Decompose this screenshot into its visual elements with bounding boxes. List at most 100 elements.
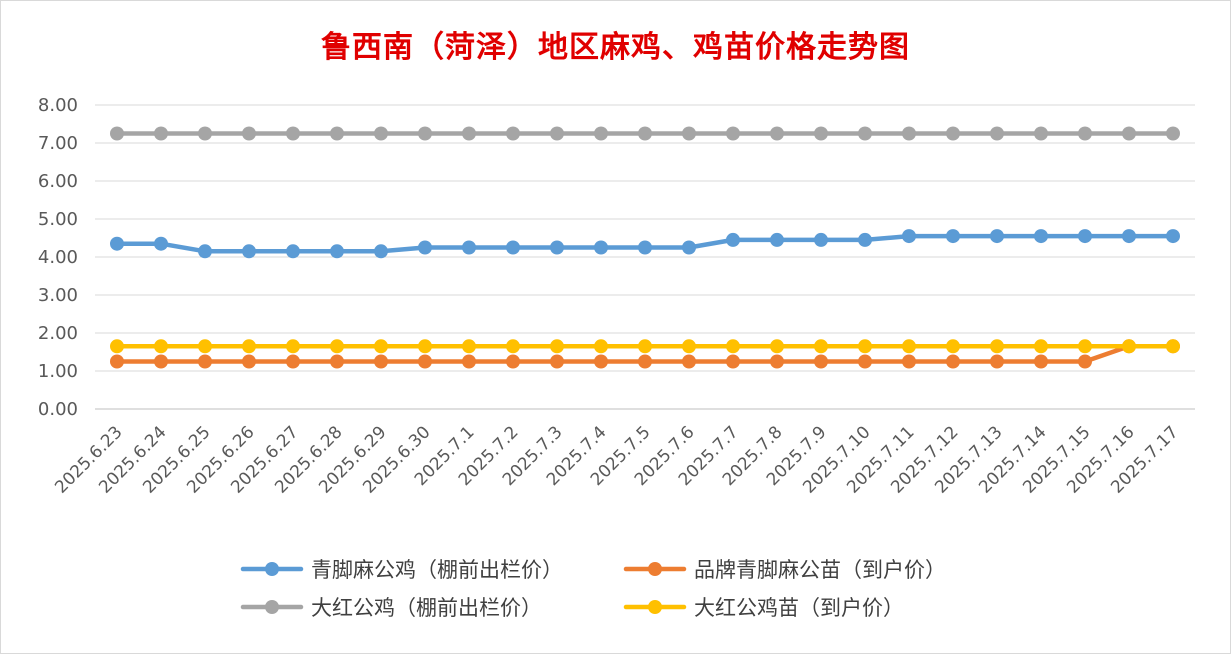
data-point: [198, 354, 212, 369]
series-lines: [110, 126, 1180, 369]
data-point: [374, 354, 388, 369]
data-point: [1078, 229, 1092, 244]
y-tick-label: 1.00: [38, 361, 78, 382]
data-point: [946, 229, 960, 244]
series-3: [110, 339, 1180, 354]
data-point: [770, 126, 784, 141]
data-point: [814, 339, 828, 354]
data-point: [770, 354, 784, 369]
legend-item: 大红公鸡苗（到户价）: [623, 596, 904, 620]
data-point: [154, 339, 168, 354]
data-point: [1166, 229, 1180, 244]
gridlines: [95, 104, 1195, 410]
data-point: [858, 354, 872, 369]
data-point: [902, 354, 916, 369]
data-point: [330, 244, 344, 259]
y-tick-label: 8.00: [38, 95, 78, 116]
legend: 青脚麻公鸡（棚前出栏价） 品牌青脚麻公苗（到户价） 大红公鸡（棚前出栏价） 大红公鸡苗…: [240, 558, 946, 620]
data-point: [1078, 339, 1092, 354]
data-point: [462, 339, 476, 354]
data-point: [286, 339, 300, 354]
data-point: [682, 126, 696, 141]
data-point: [814, 354, 828, 369]
data-point: [154, 126, 168, 141]
data-point: [902, 229, 916, 244]
data-point: [110, 236, 124, 251]
data-point: [594, 354, 608, 369]
legend-item: 大红公鸡（棚前出栏价）: [240, 596, 542, 620]
y-tick-label: 4.00: [38, 247, 78, 268]
data-point: [286, 354, 300, 369]
data-point: [550, 339, 564, 354]
series-1: [110, 339, 1180, 369]
data-point: [638, 240, 652, 255]
data-point: [374, 339, 388, 354]
data-point: [1034, 126, 1048, 141]
legend-label: 品牌青脚麻公苗（到户价）: [694, 558, 946, 582]
y-tick-label: 5.00: [38, 209, 78, 230]
data-point: [594, 339, 608, 354]
data-point: [110, 339, 124, 354]
data-point: [374, 126, 388, 141]
data-point: [154, 354, 168, 369]
data-point: [770, 339, 784, 354]
data-point: [990, 339, 1004, 354]
data-point: [550, 240, 564, 255]
legend-marker: [265, 562, 279, 576]
data-point: [462, 354, 476, 369]
data-point: [418, 354, 432, 369]
data-point: [198, 339, 212, 354]
data-point: [462, 126, 476, 141]
data-point: [946, 339, 960, 354]
data-point: [506, 354, 520, 369]
data-point: [770, 232, 784, 247]
data-point: [286, 126, 300, 141]
data-point: [858, 232, 872, 247]
data-point: [154, 236, 168, 251]
data-point: [946, 126, 960, 141]
data-point: [726, 339, 740, 354]
data-point: [418, 240, 432, 255]
data-point: [594, 240, 608, 255]
legend-label: 大红公鸡苗（到户价）: [694, 596, 904, 620]
data-point: [1166, 126, 1180, 141]
data-point: [990, 126, 1004, 141]
data-point: [1122, 339, 1136, 354]
data-point: [638, 354, 652, 369]
legend-item: 品牌青脚麻公苗（到户价）: [623, 558, 946, 582]
y-tick-label: 3.00: [38, 285, 78, 306]
data-point: [902, 126, 916, 141]
data-point: [330, 126, 344, 141]
data-point: [1166, 339, 1180, 354]
y-axis-ticks: 0.00 1.00 2.00 3.00 4.00 5.00 6.00 7.00 8.00: [38, 95, 78, 420]
legend-label: 青脚麻公鸡（棚前出栏价）: [311, 558, 563, 582]
legend-marker: [265, 600, 279, 614]
data-point: [902, 339, 916, 354]
data-point: [682, 240, 696, 255]
data-point: [418, 126, 432, 141]
data-point: [330, 339, 344, 354]
data-point: [242, 354, 256, 369]
y-tick-label: 7.00: [38, 133, 78, 154]
data-point: [550, 354, 564, 369]
data-point: [506, 126, 520, 141]
data-point: [506, 240, 520, 255]
data-point: [330, 354, 344, 369]
data-point: [198, 244, 212, 259]
series-2: [110, 126, 1180, 141]
series-0: [110, 229, 1180, 259]
data-point: [682, 339, 696, 354]
data-point: [242, 339, 256, 354]
data-point: [858, 339, 872, 354]
chart-title: 鲁西南（菏泽）地区麻鸡、鸡苗价格走势图: [321, 30, 910, 65]
data-point: [1078, 126, 1092, 141]
data-point: [1078, 354, 1092, 369]
data-point: [1122, 229, 1136, 244]
data-point: [726, 354, 740, 369]
data-point: [198, 126, 212, 141]
x-axis-ticks: 2025.6.232025.6.242025.6.252025.6.262025…: [51, 422, 1182, 497]
y-tick-label: 2.00: [38, 323, 78, 344]
data-point: [418, 339, 432, 354]
data-point: [550, 126, 564, 141]
